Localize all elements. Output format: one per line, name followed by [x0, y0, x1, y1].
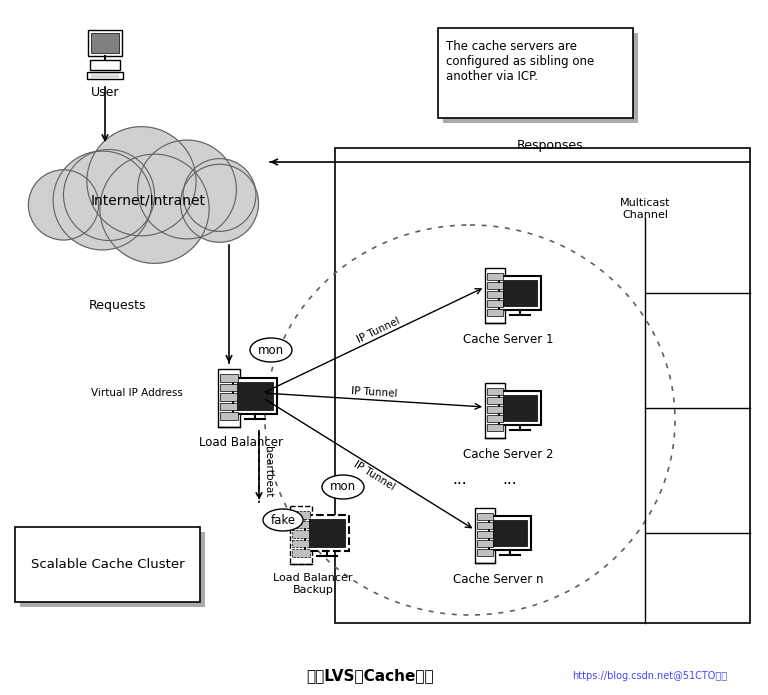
Text: Multicast
Channel: Multicast Channel	[620, 198, 670, 220]
Bar	[220, 384, 238, 391]
Text: Load Balancer: Load Balancer	[199, 436, 283, 449]
Bar	[309, 519, 345, 547]
Ellipse shape	[322, 475, 364, 499]
Text: 基于LVS的Cache集群: 基于LVS的Cache集群	[306, 669, 434, 683]
Ellipse shape	[250, 338, 292, 362]
Bar	[220, 374, 238, 382]
Bar	[218, 369, 240, 427]
Bar	[487, 300, 503, 306]
Bar	[305, 515, 349, 551]
Bar	[443, 33, 638, 123]
Bar	[499, 391, 541, 425]
Bar	[87, 72, 123, 79]
Bar	[233, 378, 277, 414]
Bar	[292, 540, 310, 548]
Text: IP Tunnel: IP Tunnel	[356, 316, 402, 345]
Text: Load Balancer
Backup: Load Balancer Backup	[273, 573, 353, 595]
Text: Internet/Intranet: Internet/Intranet	[91, 193, 206, 207]
Circle shape	[183, 158, 256, 231]
Text: Requests: Requests	[89, 298, 147, 311]
Bar	[499, 276, 541, 310]
Bar	[220, 412, 238, 420]
Text: Responses: Responses	[517, 139, 584, 152]
Text: Cache Server n: Cache Server n	[453, 573, 543, 586]
Ellipse shape	[263, 509, 303, 531]
Bar	[487, 388, 503, 395]
Text: IP Tunnel: IP Tunnel	[350, 386, 398, 398]
Text: User: User	[91, 86, 119, 99]
Text: fake: fake	[270, 514, 296, 527]
Bar	[485, 268, 505, 322]
Bar	[487, 272, 503, 279]
Bar	[20, 532, 205, 607]
Text: mon: mon	[258, 343, 284, 357]
Bar	[90, 60, 120, 70]
Bar	[503, 395, 537, 421]
Bar	[477, 539, 493, 546]
Bar	[237, 382, 273, 410]
Circle shape	[64, 149, 154, 240]
Bar	[292, 550, 310, 557]
Text: mon: mon	[330, 480, 356, 493]
Bar	[438, 28, 633, 118]
Bar	[335, 148, 750, 623]
Bar	[493, 520, 527, 546]
Bar	[487, 397, 503, 404]
Bar	[489, 516, 531, 550]
Bar	[88, 30, 122, 56]
Bar	[220, 403, 238, 411]
Text: heartbeat: heartbeat	[263, 445, 273, 497]
Bar	[503, 280, 537, 306]
Circle shape	[28, 170, 98, 240]
Text: https://blog.csdn.net@51CTO博客: https://blog.csdn.net@51CTO博客	[572, 671, 727, 681]
Text: Virtual IP Address: Virtual IP Address	[91, 388, 183, 398]
Circle shape	[87, 126, 196, 236]
Bar	[485, 382, 505, 437]
Text: IP Tunnel: IP Tunnel	[352, 459, 396, 493]
Text: ...: ...	[452, 473, 467, 487]
Bar	[91, 33, 119, 53]
Bar	[477, 548, 493, 555]
Bar	[487, 423, 503, 430]
Bar	[475, 507, 495, 562]
Bar	[487, 291, 503, 297]
Bar	[292, 521, 310, 528]
Text: Cache Server 2: Cache Server 2	[463, 448, 553, 461]
Bar	[487, 414, 503, 421]
Text: Cache Server 1: Cache Server 1	[463, 333, 553, 346]
Bar	[292, 530, 310, 538]
Bar	[487, 309, 503, 316]
Bar	[477, 512, 493, 519]
Bar	[15, 527, 200, 602]
Bar	[290, 506, 312, 564]
Bar	[487, 405, 503, 413]
Bar	[292, 511, 310, 518]
Circle shape	[100, 154, 209, 263]
Circle shape	[180, 164, 259, 243]
Bar	[477, 521, 493, 528]
Bar	[477, 530, 493, 537]
Bar	[220, 393, 238, 401]
Text: Scalable Cache Cluster: Scalable Cache Cluster	[31, 558, 184, 571]
Text: The cache servers are
configured as sibling one
another via ICP.: The cache servers are configured as sibl…	[446, 40, 594, 83]
Bar	[487, 281, 503, 288]
Circle shape	[137, 140, 237, 239]
Text: ...: ...	[503, 473, 518, 487]
Circle shape	[53, 151, 152, 250]
